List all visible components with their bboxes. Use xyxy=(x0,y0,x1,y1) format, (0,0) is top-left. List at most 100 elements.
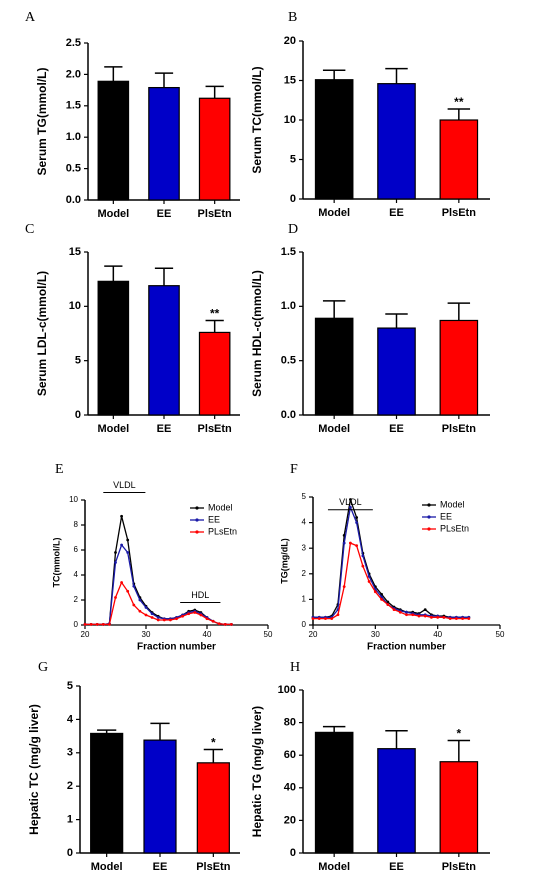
point xyxy=(114,596,117,599)
y-tick-label: 40 xyxy=(284,782,296,794)
x-tick-label: EE xyxy=(389,207,404,219)
point xyxy=(108,622,111,626)
bar xyxy=(148,86,180,201)
y-tick-label: 0.0 xyxy=(281,409,296,421)
y-tick-label: 0 xyxy=(290,193,296,205)
point xyxy=(436,615,440,619)
significance-mark: ** xyxy=(454,95,464,109)
point xyxy=(89,622,93,626)
point xyxy=(120,581,123,584)
y-tick-label: 1.5 xyxy=(66,100,81,112)
point xyxy=(349,541,352,545)
y-tick-label: 2 xyxy=(302,569,307,578)
bar xyxy=(198,331,231,416)
bar xyxy=(377,327,416,416)
x-tick-label: EE xyxy=(153,861,168,873)
point xyxy=(417,614,421,618)
point xyxy=(150,612,154,616)
y-tick-label: 5 xyxy=(75,355,81,367)
bar xyxy=(143,739,177,854)
point xyxy=(181,614,185,618)
y-tick-label: 80 xyxy=(284,717,296,729)
point xyxy=(380,598,383,601)
point xyxy=(454,617,458,620)
y-tick-label: 1.0 xyxy=(66,131,81,143)
point xyxy=(95,622,99,626)
bar xyxy=(314,317,354,416)
bar xyxy=(97,80,130,201)
y-tick-label: 1.0 xyxy=(281,300,296,312)
legend-marker xyxy=(427,527,431,531)
y-tick-label: 0.5 xyxy=(281,355,296,367)
y-tick-label: 6 xyxy=(74,545,79,554)
bar xyxy=(198,97,231,201)
point xyxy=(193,611,197,614)
x-tick-label: Model xyxy=(318,861,350,873)
point xyxy=(175,617,178,621)
y-tick-label: 5 xyxy=(302,492,307,501)
y-tick-label: 5 xyxy=(290,153,296,165)
bar xyxy=(377,83,416,200)
point xyxy=(448,617,452,620)
point xyxy=(132,584,136,588)
point xyxy=(355,544,359,548)
y-tick-label: 1.5 xyxy=(281,246,296,258)
point xyxy=(144,606,148,609)
point xyxy=(101,622,105,626)
y-tick-label: 20 xyxy=(284,35,296,47)
y-axis-label: Serum TC(mmol/L) xyxy=(250,66,264,173)
legend-marker xyxy=(427,503,431,507)
x-tick-label: 40 xyxy=(203,630,212,639)
point xyxy=(411,613,415,617)
y-tick-label: 0 xyxy=(302,620,307,629)
y-tick-label: 1 xyxy=(302,595,307,604)
point xyxy=(205,617,209,621)
y-tick-label: 10 xyxy=(69,300,81,312)
point xyxy=(361,564,365,568)
point xyxy=(392,608,396,612)
y-tick-label: 20 xyxy=(284,814,296,826)
x-tick-label: PlsEtn xyxy=(442,207,477,219)
bar xyxy=(97,280,130,416)
point xyxy=(367,574,371,578)
point xyxy=(223,622,227,626)
bar xyxy=(439,761,479,854)
y-axis-label: Serum HDL-c(mmol/L) xyxy=(250,270,264,397)
point xyxy=(83,622,87,626)
legend-label: EE xyxy=(208,514,220,524)
panel-label: B xyxy=(288,10,297,25)
point xyxy=(120,543,123,547)
y-tick-label: 2 xyxy=(67,780,73,792)
y-tick-label: 8 xyxy=(74,520,79,529)
y-tick-label: 2.0 xyxy=(66,68,81,80)
y-tick-label: 10 xyxy=(69,495,78,504)
point xyxy=(156,618,160,622)
panel-label: E xyxy=(55,462,64,477)
point xyxy=(342,585,346,588)
x-tick-label: 20 xyxy=(81,630,90,639)
y-tick-label: 15 xyxy=(284,74,296,86)
x-tick-label: 50 xyxy=(496,630,505,639)
x-axis-label: Fraction number xyxy=(137,642,216,653)
point xyxy=(114,561,117,564)
bar xyxy=(377,748,416,854)
panel-label: H xyxy=(290,660,300,675)
y-tick-label: 10 xyxy=(284,114,296,126)
point xyxy=(126,551,130,554)
bar xyxy=(90,732,124,854)
x-tick-label: Model xyxy=(97,423,129,435)
point xyxy=(386,603,390,606)
point xyxy=(120,514,123,518)
point xyxy=(126,589,130,593)
point xyxy=(126,538,130,542)
point xyxy=(114,551,117,554)
y-tick-label: 15 xyxy=(69,246,81,258)
x-tick-label: EE xyxy=(157,423,172,435)
x-tick-label: PlsEtn xyxy=(442,423,477,435)
y-axis-label: TG(mg/dL) xyxy=(279,538,289,584)
point xyxy=(211,619,215,623)
y-tick-label: 4 xyxy=(302,518,307,527)
legend-marker xyxy=(195,506,199,510)
point xyxy=(355,516,359,519)
point xyxy=(342,541,346,545)
